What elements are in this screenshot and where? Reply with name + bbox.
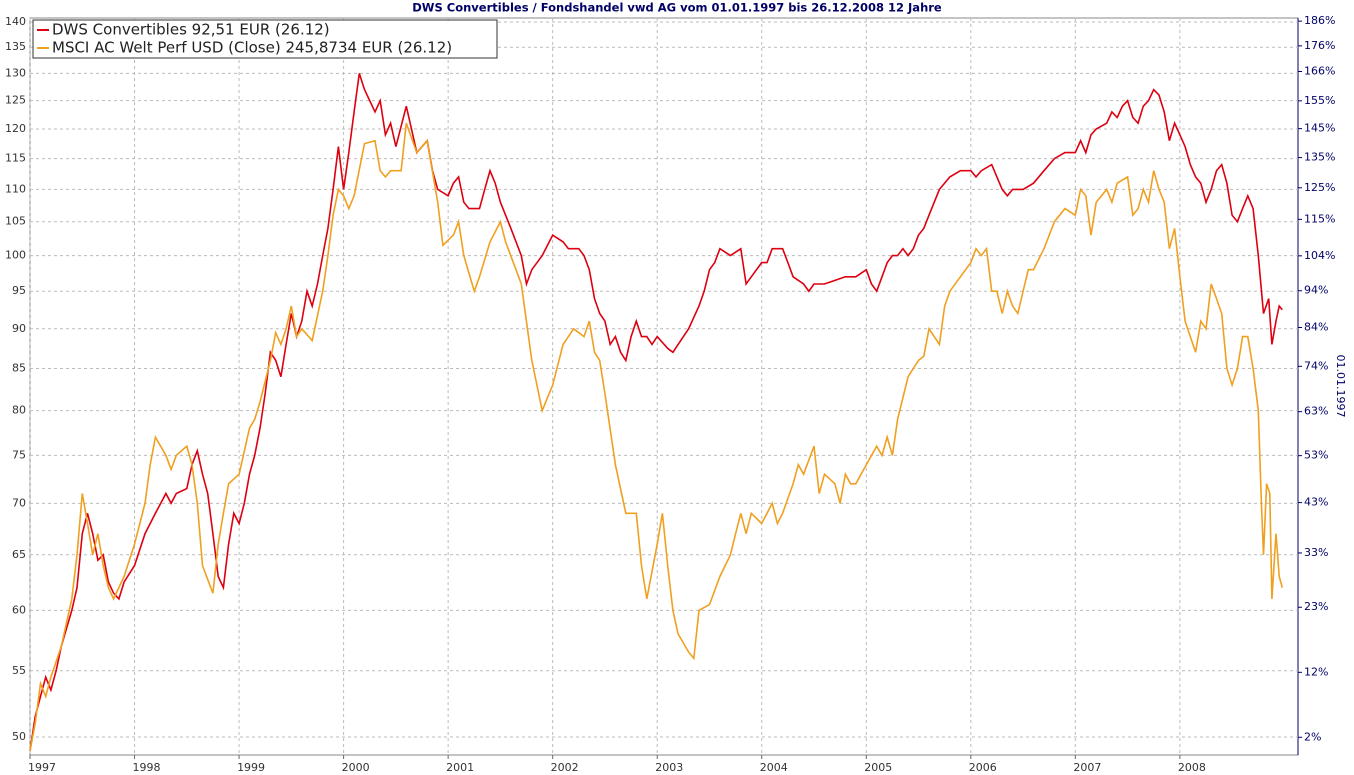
y2-tick-label: 12%: [1304, 665, 1328, 678]
y2-tick-label: 53%: [1304, 449, 1328, 462]
legend-label: DWS Convertibles 92,51 EUR (26.12): [52, 21, 330, 39]
x-tick-label: 1998: [133, 761, 161, 774]
x-tick-label: 2006: [969, 761, 997, 774]
y2-tick-label: 74%: [1304, 359, 1328, 372]
y2-tick-label: 43%: [1304, 496, 1328, 509]
y-tick-label: 75: [12, 448, 26, 461]
y-tick-label: 100: [5, 249, 26, 262]
y2-tick-label: 125%: [1304, 181, 1335, 194]
x-tick-label: 2000: [342, 761, 370, 774]
y-tick-label: 85: [12, 361, 26, 374]
y2-tick-label: 135%: [1304, 151, 1335, 164]
legend-label: MSCI AC Welt Perf USD (Close) 245,8734 E…: [52, 39, 452, 57]
x-tick-label: 2008: [1178, 761, 1206, 774]
chart-title: DWS Convertibles / Fondshandel vwd AG vo…: [412, 1, 942, 15]
y2-tick-label: 115%: [1304, 212, 1335, 225]
y-tick-label: 140: [5, 15, 26, 28]
x-tick-label: 2007: [1073, 761, 1101, 774]
y-tick-label: 90: [12, 322, 26, 335]
y2-tick-label: 63%: [1304, 405, 1328, 418]
y2-tick-label: 23%: [1304, 600, 1328, 613]
y-tick-label: 50: [12, 730, 26, 743]
y2-tick-label: 145%: [1304, 122, 1335, 135]
y2-tick-label: 176%: [1304, 39, 1335, 52]
y-tick-label: 70: [12, 496, 26, 509]
y2-tick-label: 186%: [1304, 14, 1335, 27]
x-tick-label: 2002: [551, 761, 579, 774]
y-tick-label: 105: [5, 215, 26, 228]
plot-area: [29, 17, 1299, 756]
y2-tick-label: 2%: [1304, 730, 1321, 743]
y2-tick-label: 166%: [1304, 65, 1335, 78]
y-tick-label: 95: [12, 284, 26, 297]
y-tick-label: 115: [5, 152, 26, 165]
y-tick-label: 120: [5, 122, 26, 135]
y2-tick-label: 84%: [1304, 320, 1328, 333]
series-line: [29, 73, 1283, 752]
y2-axis-label: 01.01.1997: [1334, 355, 1347, 418]
series-line: [29, 122, 1284, 752]
y-tick-label: 55: [12, 664, 26, 677]
y2-tick-label: 155%: [1304, 94, 1335, 107]
legend-box: [32, 19, 498, 59]
x-tick-label: 1999: [237, 761, 265, 774]
y-tick-label: 65: [12, 548, 26, 561]
y-tick-label: 80: [12, 404, 26, 417]
y-tick-label: 135: [5, 40, 26, 53]
y-tick-label: 125: [5, 94, 26, 107]
y-tick-label: 110: [5, 182, 26, 195]
x-tick-label: 2001: [446, 761, 474, 774]
y2-tick-label: 94%: [1304, 284, 1328, 297]
y2-tick-label: 104%: [1304, 249, 1335, 262]
x-tick-label: 1997: [28, 761, 56, 774]
x-tick-label: 2004: [760, 761, 788, 774]
y-tick-label: 130: [5, 66, 26, 79]
x-tick-label: 2005: [864, 761, 892, 774]
x-tick-label: 2003: [655, 761, 683, 774]
y-tick-label: 60: [12, 603, 26, 616]
y2-tick-label: 33%: [1304, 546, 1328, 559]
